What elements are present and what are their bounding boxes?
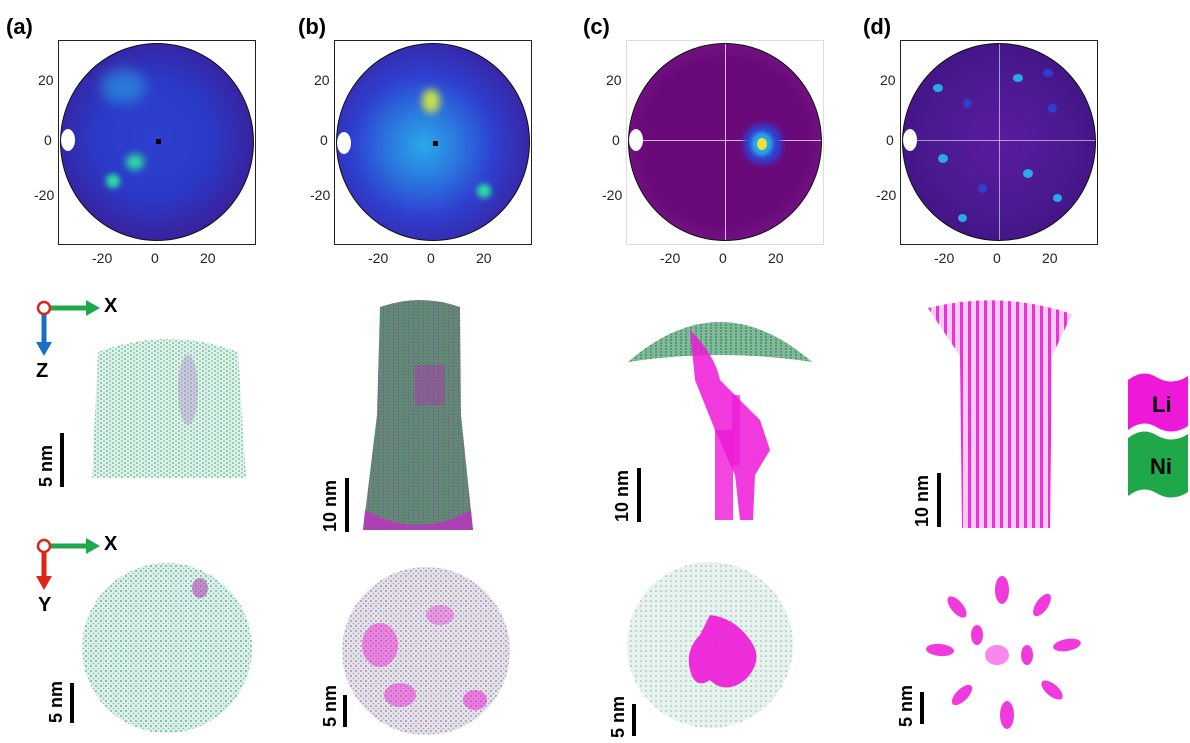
- axis-label-y: Y: [38, 594, 52, 616]
- reconstruction-side-b: [355, 295, 495, 540]
- x-tick-20: 20: [768, 250, 784, 266]
- scalebar-top-a-label: 5 nm: [46, 680, 66, 723]
- detector-circle: [902, 43, 1096, 241]
- scalebar-side-a-label: 5 nm: [36, 444, 56, 487]
- y-tick-neg20: -20: [876, 187, 897, 203]
- reconstruction-top-c: [625, 560, 795, 730]
- axis-label-x: X: [104, 533, 118, 555]
- y-tick-neg20: -20: [310, 187, 331, 203]
- scalebar-side-c: [637, 468, 641, 522]
- x-tick-0: 0: [427, 250, 435, 266]
- axis-label-x: X: [104, 295, 118, 317]
- atom-cloud: [82, 563, 252, 733]
- atom-cloud: [627, 562, 793, 728]
- y-tick-0: 0: [612, 132, 620, 148]
- y-tick-20: 20: [314, 72, 330, 88]
- y-tick-0: 0: [320, 132, 328, 148]
- reconstruction-top-b: [340, 565, 512, 737]
- legend-label-li: Li: [1152, 392, 1172, 417]
- detector-circle: [628, 43, 822, 241]
- detector-frame: [334, 40, 532, 245]
- atom-cloud: [92, 339, 246, 478]
- scalebar-side-a: [60, 433, 64, 487]
- atom-cloud: [363, 300, 473, 530]
- y-tick-20: 20: [606, 72, 622, 88]
- detector-map-a: 20 0 -20 -20 0 20: [30, 30, 270, 275]
- scalebar-top-c: [632, 704, 636, 736]
- detector-frame: [626, 40, 824, 245]
- atom-cloud: [926, 576, 1081, 729]
- atom-cloud: [342, 567, 510, 735]
- x-tick-0: 0: [993, 250, 1001, 266]
- scalebar-top-d: [920, 692, 924, 724]
- x-tick-neg20: -20: [934, 250, 955, 266]
- x-tick-neg20: -20: [660, 250, 681, 266]
- axis-label-z: Z: [36, 360, 49, 382]
- scalebar-side-d: [937, 473, 941, 527]
- element-legend: Li Ni: [1128, 372, 1188, 508]
- scalebar-top-b-label: 5 nm: [320, 684, 340, 727]
- scalebar-side-b-label: 10 nm: [320, 479, 340, 532]
- detector-frame: [58, 40, 256, 245]
- panel-label-a: (a): [6, 14, 33, 39]
- y-tick-neg20: -20: [34, 187, 55, 203]
- x-tick-neg20: -20: [92, 250, 113, 266]
- axis-triad-xy: X Y: [30, 530, 140, 625]
- detector-frame: [900, 40, 1098, 245]
- legend-swatches: [1128, 373, 1188, 498]
- reconstruction-side-c: [620, 300, 830, 525]
- x-tick-0: 0: [719, 250, 727, 266]
- atom-cloud: [628, 322, 812, 520]
- scalebar-top-c-label: 5 nm: [608, 695, 628, 738]
- axis-triad-xz: X Z: [30, 292, 140, 387]
- scalebar-side-b: [345, 478, 349, 532]
- detector-map-d: 20 0 -20 -20 0 20: [872, 30, 1112, 275]
- x-tick-20: 20: [476, 250, 492, 266]
- panel-label-b: (b): [298, 14, 327, 39]
- scalebar-top-d-label: 5 nm: [896, 684, 916, 727]
- detector-map-b: 20 0 -20 -20 0 20: [306, 30, 546, 275]
- detector-circle: [336, 43, 530, 241]
- x-tick-20: 20: [200, 250, 216, 266]
- y-tick-20: 20: [880, 72, 896, 88]
- y-tick-neg20: -20: [602, 187, 623, 203]
- axis-arrows-xy: [36, 538, 100, 590]
- panel-label-d: (d): [863, 14, 892, 39]
- scalebar-top-a: [70, 683, 74, 723]
- detector-circle: [60, 43, 254, 241]
- scalebar-side-d-label: 10 nm: [912, 474, 932, 527]
- reconstruction-side-a: [88, 330, 248, 480]
- y-tick-20: 20: [38, 72, 54, 88]
- reconstruction-top-d: [912, 565, 1092, 737]
- y-tick-0: 0: [886, 132, 894, 148]
- atom-cloud: [928, 300, 1072, 528]
- scalebar-side-c-label: 10 nm: [612, 469, 632, 522]
- y-tick-0: 0: [44, 132, 52, 148]
- axis-arrows-xz: [36, 300, 100, 356]
- reconstruction-top-a: [80, 560, 255, 735]
- panel-label-c: (c): [583, 14, 610, 39]
- x-tick-0: 0: [151, 250, 159, 266]
- detector-map-c: 20 0 -20 -20 0 20: [598, 30, 838, 275]
- scalebar-top-b: [343, 695, 347, 727]
- x-tick-20: 20: [1042, 250, 1058, 266]
- x-tick-neg20: -20: [368, 250, 389, 266]
- reconstruction-side-d: [920, 296, 1080, 536]
- legend-label-ni: Ni: [1150, 454, 1172, 479]
